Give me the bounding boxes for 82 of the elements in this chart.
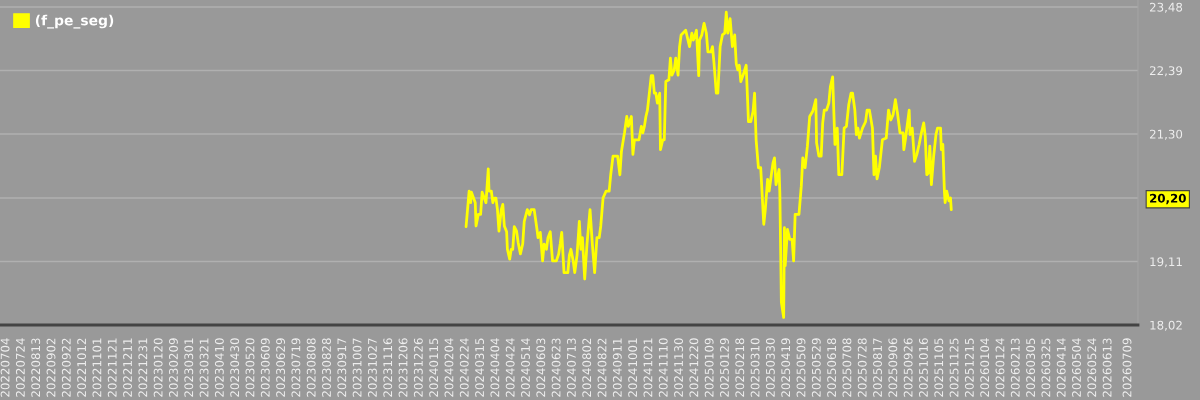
y-tick-label: 21,30: [1149, 129, 1183, 140]
x-tick-label: 20240204: [444, 338, 454, 397]
x-tick-label: 20240713: [566, 338, 576, 397]
y-tick-label: 19,11: [1150, 257, 1182, 268]
x-tick-label: 20250129: [720, 338, 729, 397]
x-tick-label: 20240424: [505, 338, 515, 397]
y-tick-label: 22,39: [1149, 66, 1183, 77]
x-tick-label: 20250419: [781, 338, 791, 397]
legend-label: (f_pe_seg): [35, 14, 114, 29]
x-tick-label: 20221012: [77, 338, 87, 397]
x-tick-label: 20260414: [1056, 338, 1066, 397]
x-tick-label: 20250310: [750, 338, 760, 397]
x-tick-label: 20250906: [888, 338, 898, 397]
x-tick-label: 20241110: [658, 338, 668, 397]
x-tick-label: 20250708: [842, 338, 852, 397]
line-series: [464, 10, 953, 319]
x-tick-label: 20241001: [628, 338, 638, 397]
x-tick-label: 20230609: [260, 338, 270, 397]
x-tick-label: 20230209: [168, 338, 178, 397]
x-tick-label: 20260305: [1026, 338, 1036, 397]
x-tick-label: 20260613: [1102, 338, 1112, 397]
x-tick-label: 20251016: [918, 338, 928, 397]
x-tick-label: 20231226: [413, 338, 423, 397]
x-tick-label: 20221101: [92, 338, 102, 397]
x-tick-label: 20251215: [964, 338, 974, 397]
x-tick-label: 20240603: [536, 338, 546, 397]
x-tick-label: 20250728: [857, 338, 867, 397]
x-tick-label: 20220724: [15, 338, 25, 397]
x-tick-label: 20260104: [980, 338, 990, 397]
x-tick-label: 20230520: [245, 338, 255, 397]
x-tick-label: 20260325: [1041, 338, 1051, 397]
x-tick-label: 20250529: [811, 338, 821, 397]
x-tick-label: 20241220: [689, 338, 699, 397]
x-tick-label: 20251125: [949, 338, 959, 397]
x-tick-label: 20240822: [597, 338, 607, 397]
x-tick-label: 20250618: [827, 338, 837, 397]
x-tick-label: 20240224: [459, 338, 469, 397]
x-tick-label: 20260504: [1072, 338, 1081, 397]
y-tick-label: 23,48: [1149, 2, 1183, 13]
x-tick-label: 20250817: [873, 338, 882, 397]
x-tick-label: 20220922: [61, 338, 71, 397]
x-tick-label: 20241130: [674, 338, 684, 397]
x-tick-label: 20250218: [735, 338, 745, 397]
x-tick-label: 20231027: [367, 338, 377, 397]
x-tick-label: 20250926: [903, 338, 913, 397]
x-tick-label: 20231116: [383, 338, 393, 397]
x-tick-label: 20240514: [521, 338, 530, 397]
y-tick-label: 18,02: [1150, 320, 1182, 331]
x-tick-label: 20241021: [643, 338, 653, 397]
x-tick-label: 20230719: [291, 338, 301, 397]
x-tick-label: 20230917: [337, 338, 347, 397]
x-tick-label: 20240911: [612, 338, 622, 397]
x-tick-label: 20230301: [184, 338, 194, 397]
x-tick-label: 20231007: [352, 338, 362, 397]
x-tick-label: 20240802: [582, 338, 592, 397]
x-tick-label: 20220704: [0, 338, 10, 397]
x-tick-label: 20230410: [214, 338, 224, 397]
x-tick-label: 20230120: [153, 338, 163, 397]
x-tick-label: 20250330: [765, 338, 775, 397]
x-tick-label: 20230430: [230, 338, 240, 397]
y-tick-label: 20,20: [1150, 193, 1186, 205]
x-tick-label: 20240115: [429, 338, 439, 397]
x-tick-label: 20231206: [398, 338, 408, 397]
x-tick-label: 20230629: [276, 338, 286, 397]
x-tick-label: 20230808: [306, 338, 316, 397]
x-tick-label: 20240404: [490, 338, 500, 397]
x-tick-label: 20250109: [704, 338, 714, 397]
x-tick-label: 20260709: [1122, 338, 1132, 397]
x-tick-label: 20230321: [199, 338, 209, 397]
x-tick-label: 20240623: [551, 338, 561, 397]
x-tick-label: 20221211: [123, 338, 132, 397]
x-tick-label: 20251105: [934, 338, 944, 397]
x-tick-label: 20220902: [46, 338, 56, 397]
x-tick-label: 20240315: [475, 338, 485, 397]
x-tick-label: 20250509: [796, 338, 806, 397]
x-tick-label: 20230828: [322, 338, 331, 397]
x-tick-label: 20220813: [31, 338, 41, 397]
x-tick-label: 20260124: [995, 338, 1005, 397]
x-tick-label: 20221121: [107, 338, 117, 397]
x-tick-label: 20260524: [1087, 338, 1097, 397]
x-tick-label: 20260213: [1010, 338, 1020, 397]
x-tick-label: 20221231: [138, 338, 148, 397]
